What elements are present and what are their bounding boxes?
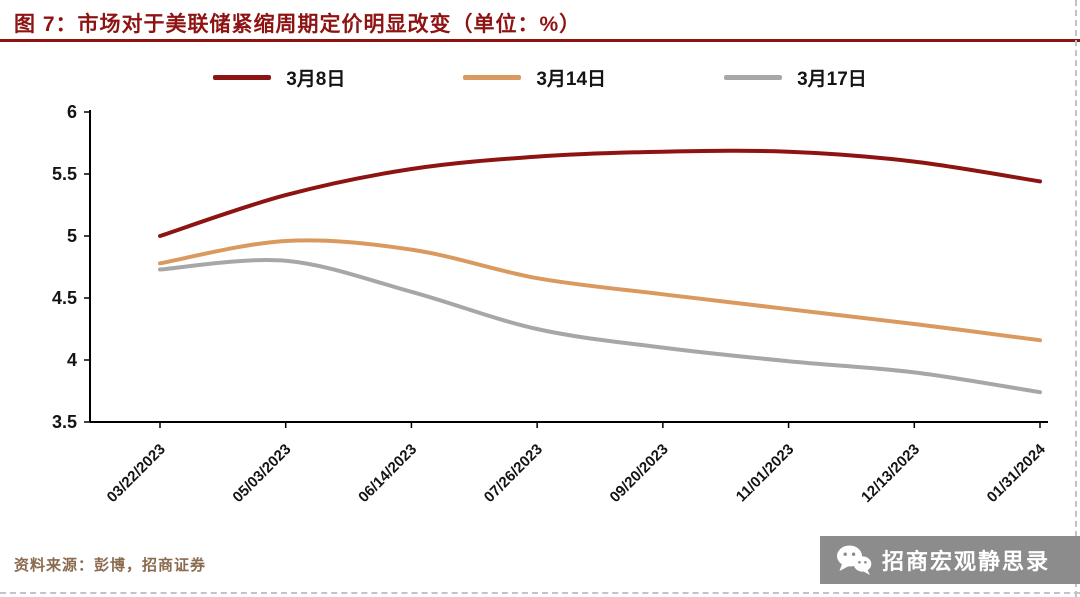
legend-label: 3月17日 [797,69,867,90]
legend-item-2: 3月17日 [724,64,867,91]
x-tick-label: 01/31/2024 [984,440,1050,506]
legend-swatch [213,75,272,80]
legend-swatch [724,75,783,80]
chart-legend: 3月8日 3月14日 3月17日 [0,64,1080,91]
x-tick-label: 06/14/2023 [355,441,420,506]
x-tick-label: 07/26/2023 [481,441,546,506]
source-text: 资料来源：彭博，招商证券 [14,557,207,574]
title-rule [0,39,1080,42]
y-tick-label: 6 [67,102,77,122]
x-tick-label: 05/03/2023 [229,441,294,506]
legend-swatch [463,75,522,80]
badge-label: 招商宏观静思录 [881,549,1050,574]
x-tick-label: 09/20/2023 [607,441,672,506]
legend-label: 3月8日 [286,69,346,90]
y-tick-label: 5.5 [52,164,77,184]
y-tick-label: 4 [67,350,77,370]
x-tick-label: 12/13/2023 [858,441,923,506]
y-tick-label: 5 [67,226,77,246]
x-tick-label: 03/22/2023 [104,441,169,506]
series-line-0 [158,148,1042,238]
series-line-1 [158,238,1042,343]
figure-title: 图 7：市场对于美联储紧缩周期定价明显改变（单位：%） [14,13,582,36]
wechat-icon [836,545,872,575]
legend-item-1: 3月14日 [463,64,606,91]
legend-label: 3月14日 [536,69,607,90]
y-tick-label: 3.5 [52,412,77,432]
series-line-2 [158,258,1042,395]
legend-item-0: 3月8日 [213,64,345,91]
wechat-badge: 招商宏观静思录 [819,536,1080,584]
y-tick-label: 4.5 [52,288,77,308]
x-tick-label: 11/01/2023 [733,441,798,506]
